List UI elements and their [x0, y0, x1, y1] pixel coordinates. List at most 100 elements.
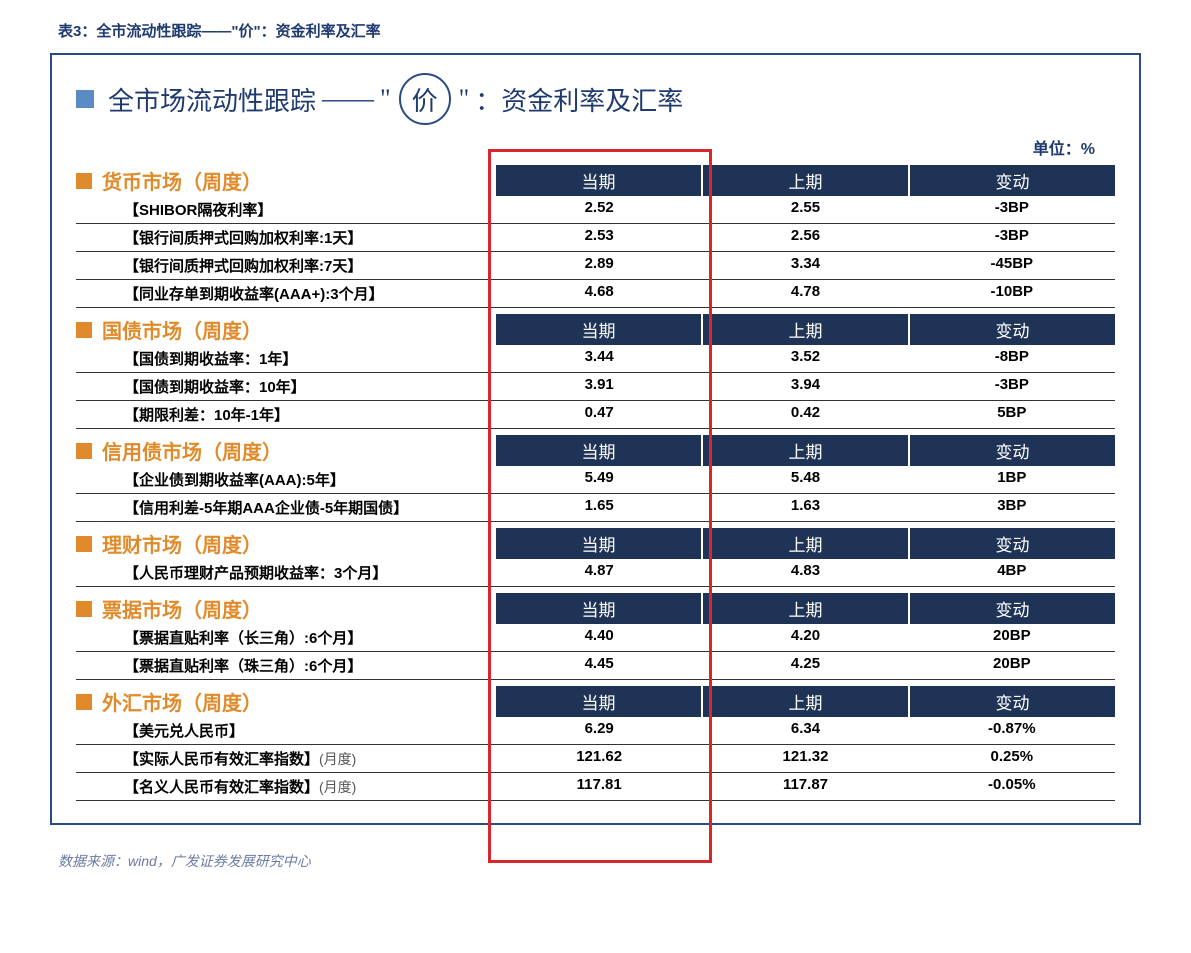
- table-row: 【美元兑人民币】6.296.34-0.87%: [76, 717, 1115, 745]
- table-row: 【银行间质押式回购加权利率:7天】 2.893.34-45BP: [76, 252, 1115, 280]
- header-cell: 当期: [496, 528, 701, 559]
- row-label: 【同业存单到期收益率(AAA+):3个月】: [76, 280, 496, 307]
- header-cell: 变动: [908, 314, 1115, 345]
- row-label-text: 【人民币理财产品预期收益率：3个月】: [124, 565, 387, 582]
- section-marker: [76, 694, 92, 710]
- header-cells: 当期上期变动: [496, 593, 1115, 624]
- row-cell: 3.52: [702, 345, 908, 372]
- row-cell: -3BP: [909, 373, 1115, 400]
- table-row: 【人民币理财产品预期收益率：3个月】4.874.834BP: [76, 559, 1115, 587]
- section: 国债市场（周度） 当期上期变动【国债到期收益率：1年】3.443.52-8BP【国…: [76, 314, 1115, 429]
- row-cell: 3BP: [909, 494, 1115, 521]
- row-label-text: 【实际人民币有效汇率指数】: [124, 751, 319, 768]
- row-label-text: 【同业存单到期收益率(AAA+):3个月】: [124, 286, 384, 303]
- row-label-text: 【银行间质押式回购加权利率:1天】: [124, 230, 362, 247]
- row-cell: -10BP: [909, 280, 1115, 307]
- row-cell: -0.05%: [909, 773, 1115, 800]
- section-title: 信用债市场（周度）: [76, 436, 496, 465]
- table-row: 【国债到期收益率：10年】3.913.94-3BP: [76, 373, 1115, 401]
- row-cells: 4.684.78-10BP: [496, 280, 1115, 307]
- row-cell: 5.49: [496, 466, 702, 493]
- row-label: 【票据直贴利率（长三角）:6个月】: [76, 624, 496, 651]
- row-label: 【人民币理财产品预期收益率：3个月】: [76, 559, 496, 586]
- section-title-text: 票据市场（周度）: [102, 594, 262, 623]
- section-title-text: 货币市场（周度）: [102, 166, 262, 195]
- header-cell: 当期: [496, 593, 701, 624]
- section: 票据市场（周度） 当期上期变动【票据直贴利率（长三角）:6个月】 4.404.202…: [76, 593, 1115, 680]
- table-row: 【国债到期收益率：1年】3.443.52-8BP: [76, 345, 1115, 373]
- section-title-text: 外汇市场（周度）: [102, 687, 262, 716]
- header-cells: 当期上期变动: [496, 435, 1115, 466]
- section-head: 信用债市场（周度）当期上期变动: [76, 435, 1115, 466]
- section-title-text: 国债市场（周度）: [102, 315, 262, 344]
- row-cell: 5BP: [909, 401, 1115, 428]
- row-label: 【银行间质押式回购加权利率:7天】: [76, 252, 496, 279]
- header-cell: 上期: [701, 528, 908, 559]
- row-cell: 4.68: [496, 280, 702, 307]
- row-label: 【票据直贴利率（珠三角）:6个月】: [76, 652, 496, 679]
- header-cells: 当期上期变动: [496, 314, 1115, 345]
- row-cell: 2.89: [496, 252, 702, 279]
- row-label: 【信用利差-5年期AAA企业债-5年期国债】: [76, 494, 496, 521]
- row-label: 【企业债到期收益率(AAA):5年】: [76, 466, 496, 493]
- section: 外汇市场（周度）当期上期变动【美元兑人民币】6.296.34-0.87%【实际人…: [76, 686, 1115, 801]
- row-cell: 121.32: [702, 745, 908, 772]
- header-cell: 上期: [701, 165, 908, 196]
- table-caption: 表3：全市流动性跟踪——"价"：资金利率及汇率: [50, 20, 1141, 41]
- section-title: 货币市场（周度）: [76, 166, 496, 195]
- row-cell: 0.47: [496, 401, 702, 428]
- row-cell: 4.20: [702, 624, 908, 651]
- row-cells: 4.404.2020BP: [496, 624, 1115, 651]
- title-part1: 全市场流动性跟踪: [108, 81, 316, 118]
- row-cell: 3.34: [702, 252, 908, 279]
- row-cell: 3.91: [496, 373, 702, 400]
- section-marker: [76, 322, 92, 338]
- row-cells: 117.81117.87-0.05%: [496, 773, 1115, 800]
- section-title: 理财市场（周度）: [76, 529, 496, 558]
- table-row: 【实际人民币有效汇率指数】(月度) 121.62121.320.25%: [76, 745, 1115, 773]
- header-cells: 当期上期变动: [496, 528, 1115, 559]
- row-label: 【名义人民币有效汇率指数】(月度): [76, 773, 496, 800]
- section-title-text: 理财市场（周度）: [102, 529, 262, 558]
- table-row: 【票据直贴利率（长三角）:6个月】 4.404.2020BP: [76, 624, 1115, 652]
- row-cell: 117.81: [496, 773, 702, 800]
- row-cells: 2.893.34-45BP: [496, 252, 1115, 279]
- row-cell: -3BP: [909, 224, 1115, 251]
- row-cells: 3.443.52-8BP: [496, 345, 1115, 372]
- row-cell: 4.78: [702, 280, 908, 307]
- table-row: 【银行间质押式回购加权利率:1天】2.532.56-3BP: [76, 224, 1115, 252]
- main-panel: 全市场流动性跟踪 —— " 价 " ：资金利率及汇率 单位：% 货币市场（周度）…: [50, 53, 1141, 825]
- header-cell: 上期: [701, 686, 908, 717]
- row-cell: 4.45: [496, 652, 702, 679]
- row-label: 【期限利差：10年-1年】: [76, 401, 496, 428]
- row-cell: 117.87: [702, 773, 908, 800]
- section-title: 外汇市场（周度）: [76, 687, 496, 716]
- row-cell: 2.56: [702, 224, 908, 251]
- row-label-text: 【银行间质押式回购加权利率:7天】: [124, 258, 362, 275]
- header-cells: 当期上期变动: [496, 686, 1115, 717]
- row-cell: 4.83: [702, 559, 908, 586]
- header-cell: 上期: [701, 593, 908, 624]
- row-cells: 0.470.425BP: [496, 401, 1115, 428]
- row-cell: 20BP: [909, 624, 1115, 651]
- section: 货币市场（周度）当期上期变动【SHIBOR隔夜利率】2.522.55-3BP【银…: [76, 165, 1115, 308]
- row-note: (月度): [319, 751, 356, 767]
- table-row: 【企业债到期收益率(AAA):5年】5.495.481BP: [76, 466, 1115, 494]
- row-cells: 121.62121.320.25%: [496, 745, 1115, 772]
- row-label-text: 【期限利差：10年-1年】: [124, 407, 289, 424]
- row-cell: 4.87: [496, 559, 702, 586]
- row-label-text: 【企业债到期收益率(AAA):5年】: [124, 472, 345, 489]
- row-cell: -8BP: [909, 345, 1115, 372]
- row-label: 【国债到期收益率：10年】: [76, 373, 496, 400]
- title-quote-open: ": [380, 84, 391, 114]
- section-head: 理财市场（周度） 当期上期变动: [76, 528, 1115, 559]
- row-cell: 3.44: [496, 345, 702, 372]
- header-cell: 变动: [908, 435, 1115, 466]
- row-cells: 2.522.55-3BP: [496, 196, 1115, 223]
- row-label-text: 【票据直贴利率（长三角）:6个月】: [124, 630, 362, 647]
- section: 信用债市场（周度）当期上期变动【企业债到期收益率(AAA):5年】5.495.4…: [76, 435, 1115, 522]
- row-label: 【SHIBOR隔夜利率】: [76, 196, 496, 223]
- row-cell: 6.29: [496, 717, 702, 744]
- row-cell: 20BP: [909, 652, 1115, 679]
- title-part2: ：资金利率及汇率: [475, 81, 683, 118]
